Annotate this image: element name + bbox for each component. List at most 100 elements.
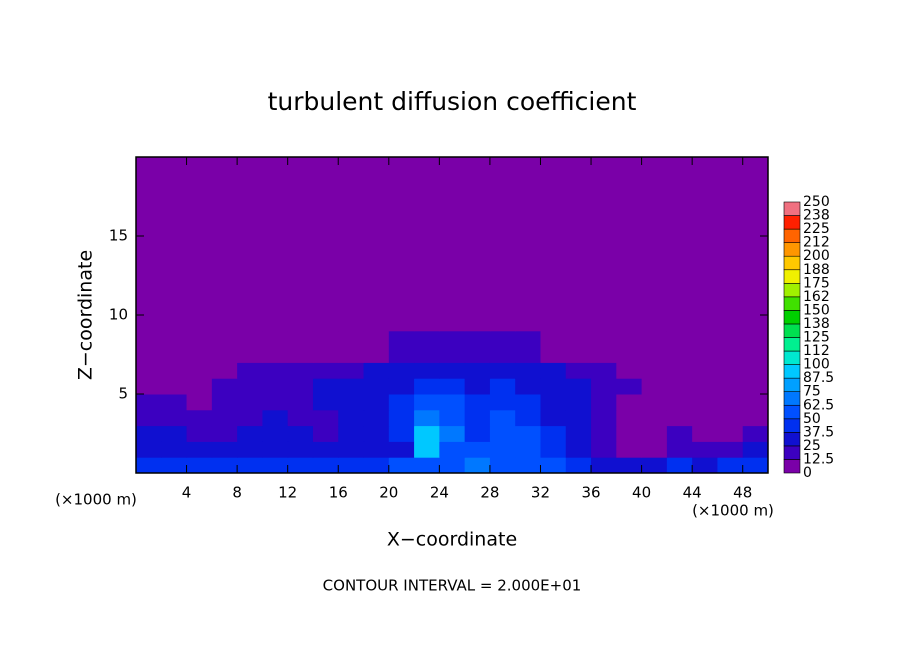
colorbar-bin (783, 282, 801, 298)
field-cell (388, 457, 415, 474)
field-cell (742, 157, 769, 332)
field-cell (186, 425, 213, 442)
field-cell (692, 362, 718, 379)
colorbar-label: 250 (803, 194, 830, 210)
colorbar-label: 12.5 (803, 451, 834, 467)
field-cell (641, 362, 668, 379)
field-cell (312, 330, 339, 363)
field-cell (616, 457, 643, 474)
field-cell (262, 457, 289, 474)
colorbar-label: 62.5 (803, 397, 834, 413)
field-cell (565, 457, 592, 474)
field-cell (414, 378, 440, 395)
x-tick-label: 28 (480, 484, 499, 502)
field-cell (591, 441, 617, 458)
field-cell (136, 425, 162, 442)
field-cell (338, 409, 365, 427)
field-cell (464, 441, 491, 458)
field-cell (591, 394, 617, 411)
field-cell (591, 409, 617, 427)
field-cell (616, 441, 643, 458)
x-unit-label: (×1000 m) (55, 491, 137, 509)
field-cell (742, 362, 769, 379)
field-cell (591, 457, 617, 474)
field-cell (414, 362, 440, 379)
field-cell (565, 378, 592, 395)
field-cell (540, 457, 567, 474)
field-cell (515, 409, 541, 427)
field-cell (237, 330, 263, 363)
field-cell (262, 362, 289, 379)
field-cell (363, 378, 390, 395)
colorbar-bin (783, 445, 801, 460)
field-cell (338, 330, 365, 363)
y-tick-label: 15 (109, 227, 128, 245)
field-cell (489, 378, 516, 395)
field-cell (666, 330, 693, 363)
colorbar-bin (783, 296, 801, 311)
field-cell (211, 457, 238, 474)
field-cell (641, 394, 668, 411)
field-cell (262, 394, 289, 411)
colorbar-bin (783, 242, 801, 257)
field-cell (439, 394, 466, 411)
field-cell (540, 378, 567, 395)
field-cell (287, 394, 314, 411)
field-cell (363, 457, 390, 474)
colorbar-label: 212 (803, 235, 830, 251)
colorbar-bin (783, 310, 801, 325)
colorbar-label: 87.5 (803, 370, 834, 386)
field-cell (363, 330, 390, 363)
colorbar-label: 100 (803, 357, 830, 373)
field-cell (388, 378, 415, 395)
field-cell (338, 378, 365, 395)
field-cell (565, 362, 592, 379)
field-cell (414, 425, 440, 442)
field-cell (136, 409, 162, 427)
colorbar-label: 50 (803, 411, 821, 427)
field-cell (692, 378, 718, 395)
field-cell (717, 330, 744, 363)
field-cell (515, 425, 541, 442)
colorbar-label: 138 (803, 316, 830, 332)
field-cell (312, 409, 339, 427)
field-cell (338, 457, 365, 474)
field-cell (237, 378, 263, 395)
field-cell (439, 441, 466, 458)
field-cell (312, 425, 339, 442)
x-tick-label: 36 (581, 484, 600, 502)
field-cell (262, 425, 289, 442)
field-cell (439, 425, 466, 442)
field-cell (262, 330, 289, 363)
field-cell (312, 157, 339, 332)
field-cell (742, 378, 769, 395)
field-cell (363, 394, 390, 411)
field-cell (414, 409, 440, 427)
field-cell (338, 441, 365, 458)
field-cell (136, 330, 162, 363)
field-cell (515, 441, 541, 458)
field-cell (616, 362, 643, 379)
field-cell (717, 378, 744, 395)
colorbar-bin (783, 364, 801, 379)
field-cell (591, 362, 617, 379)
field-cell (287, 457, 314, 474)
colorbar-bin (783, 404, 801, 420)
field-cell (237, 394, 263, 411)
field-cell (237, 409, 263, 427)
field-cell (287, 157, 314, 332)
field-cell (692, 441, 718, 458)
field-cell (515, 330, 541, 363)
colorbar-bin (783, 350, 801, 365)
field-cell (136, 441, 162, 458)
field-cell (464, 330, 491, 363)
field-cell (464, 457, 491, 474)
colorbar-bin (783, 337, 801, 352)
chart-title: turbulent diffusion coefficient (268, 87, 637, 116)
field-cell (641, 457, 668, 474)
field-cell (616, 330, 643, 363)
field-cell (717, 441, 744, 458)
field-cell (464, 425, 491, 442)
field-cell (540, 362, 567, 379)
field-cell (641, 330, 668, 363)
